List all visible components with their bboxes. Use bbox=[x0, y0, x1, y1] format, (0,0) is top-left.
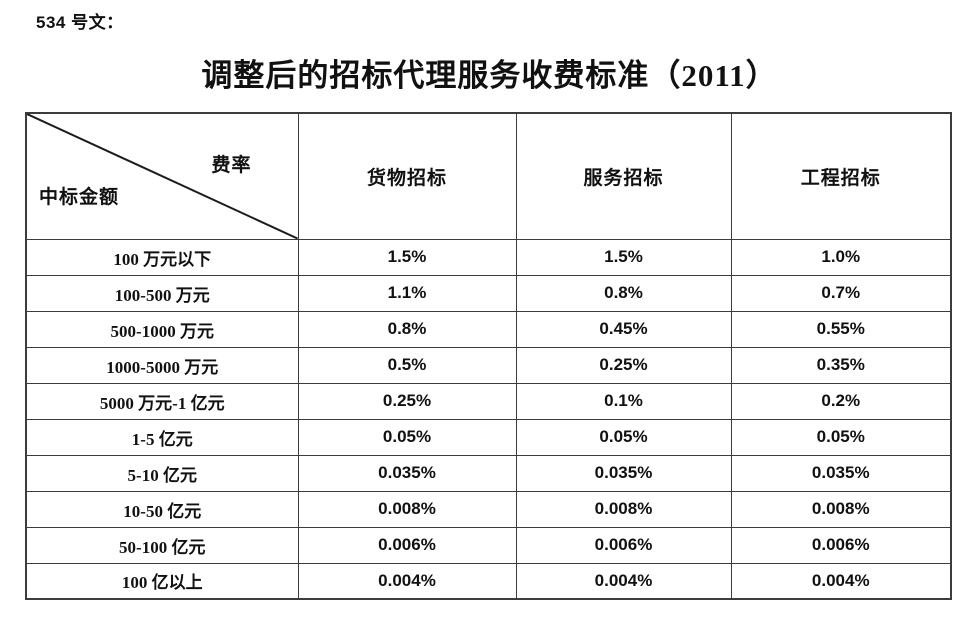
row-label-amount-range: 1000-5000 万元 bbox=[25, 346, 299, 384]
rate-value-cell: 0.8% bbox=[515, 274, 732, 312]
row-label-amount-range: 100-500 万元 bbox=[25, 274, 299, 312]
rate-value-cell: 0.05% bbox=[297, 418, 517, 456]
rate-value-cell: 1.5% bbox=[515, 238, 732, 276]
rate-value-cell: 0.035% bbox=[297, 454, 517, 492]
rate-value-cell: 0.035% bbox=[730, 454, 952, 492]
row-label-amount-range: 1-5 亿元 bbox=[25, 418, 299, 456]
table-row: 500-1000 万元 0.8% 0.45% 0.55% bbox=[25, 310, 952, 348]
rate-value-cell: 0.006% bbox=[730, 526, 952, 564]
table-row: 100 亿以上 0.004% 0.004% 0.004% bbox=[25, 562, 952, 600]
column-header-services: 服务招标 bbox=[515, 112, 732, 240]
rate-value-cell: 0.008% bbox=[730, 490, 952, 528]
table-row: 10-50 亿元 0.008% 0.008% 0.008% bbox=[25, 490, 952, 528]
row-label-amount-range: 500-1000 万元 bbox=[25, 310, 299, 348]
doc-number-label: 534 号文： bbox=[36, 13, 124, 32]
rate-value-cell: 0.25% bbox=[515, 346, 732, 384]
rate-value-cell: 0.25% bbox=[297, 382, 517, 420]
corner-label-amount: 中标金额 bbox=[39, 186, 120, 208]
table-row: 1000-5000 万元 0.5% 0.25% 0.35% bbox=[25, 346, 952, 384]
rate-value-cell: 0.004% bbox=[515, 562, 732, 600]
corner-label-rate: 费率 bbox=[211, 155, 252, 176]
page-title: 调整后的招标代理服务收费标准（2011） bbox=[201, 58, 778, 93]
table-row: 100 万元以下 1.5% 1.5% 1.0% bbox=[25, 238, 952, 276]
rate-value-cell: 1.5% bbox=[297, 238, 517, 276]
rate-value-cell: 0.05% bbox=[515, 418, 732, 456]
rate-value-cell: 0.45% bbox=[515, 310, 732, 348]
rate-value-cell: 0.7% bbox=[730, 274, 952, 312]
row-label-amount-range: 5000 万元-1 亿元 bbox=[25, 382, 299, 420]
rate-value-cell: 0.006% bbox=[515, 526, 732, 564]
diagonal-line bbox=[27, 114, 298, 239]
row-label-amount-range: 50-100 亿元 bbox=[25, 526, 299, 564]
table-row: 50-100 亿元 0.006% 0.006% 0.006% bbox=[25, 526, 952, 564]
rate-value-cell: 0.55% bbox=[730, 310, 952, 348]
rate-value-cell: 0.006% bbox=[297, 526, 517, 564]
rate-value-cell: 0.008% bbox=[515, 490, 732, 528]
table-row: 1-5 亿元 0.05% 0.05% 0.05% bbox=[25, 418, 952, 456]
rate-value-cell: 1.1% bbox=[297, 274, 517, 312]
rate-value-cell: 0.35% bbox=[730, 346, 952, 384]
rate-value-cell: 0.004% bbox=[730, 562, 952, 600]
column-header-goods: 货物招标 bbox=[297, 112, 517, 240]
table-header-row: 费率 中标金额 货物招标 服务招标 工程招标 bbox=[25, 112, 952, 240]
rate-value-cell: 0.035% bbox=[515, 454, 732, 492]
table-row: 5-10 亿元 0.035% 0.035% 0.035% bbox=[25, 454, 952, 492]
row-label-amount-range: 100 亿以上 bbox=[25, 562, 299, 600]
row-label-amount-range: 10-50 亿元 bbox=[25, 490, 299, 528]
rate-value-cell: 1.0% bbox=[730, 238, 952, 276]
table-body: 100 万元以下 1.5% 1.5% 1.0% 100-500 万元 1.1% 0.8% 0.… bbox=[25, 238, 952, 600]
rate-value-cell: 0.05% bbox=[730, 418, 952, 456]
rate-value-cell: 0.008% bbox=[297, 490, 517, 528]
table-row: 100-500 万元 1.1% 0.8% 0.7% bbox=[25, 274, 952, 312]
rate-value-cell: 0.2% bbox=[730, 382, 952, 420]
row-label-amount-range: 100 万元以下 bbox=[25, 238, 299, 276]
rate-value-cell: 0.1% bbox=[515, 382, 732, 420]
diagonal-corner-cell: 费率 中标金额 bbox=[25, 112, 299, 240]
table-row: 5000 万元-1 亿元 0.25% 0.1% 0.2% bbox=[25, 382, 952, 420]
row-label-amount-range: 5-10 亿元 bbox=[25, 454, 299, 492]
rate-value-cell: 0.5% bbox=[297, 346, 517, 384]
rate-value-cell: 0.004% bbox=[297, 562, 517, 600]
rate-value-cell: 0.8% bbox=[297, 310, 517, 348]
column-header-engineering: 工程招标 bbox=[730, 112, 952, 240]
fee-rate-table: 费率 中标金额 货物招标 服务招标 工程招标 100 万元以下 1.5% 1.5% 1… bbox=[25, 112, 952, 600]
